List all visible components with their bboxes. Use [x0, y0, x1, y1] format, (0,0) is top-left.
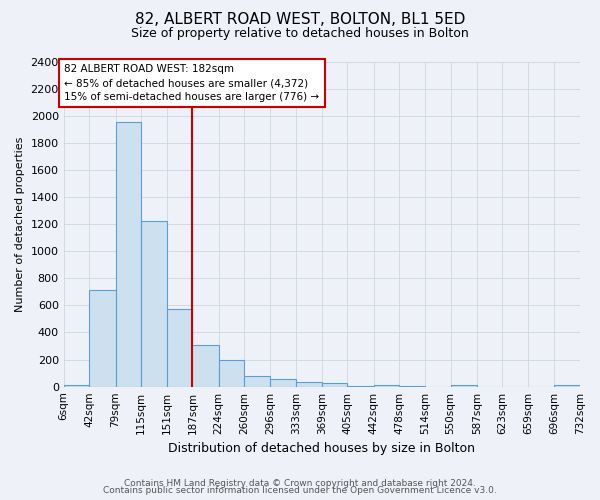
Bar — [167, 309, 193, 386]
Text: Contains public sector information licensed under the Open Government Licence v3: Contains public sector information licen… — [103, 486, 497, 495]
Bar — [451, 384, 477, 386]
Bar — [116, 122, 141, 386]
Bar — [554, 384, 580, 386]
Bar — [270, 379, 296, 386]
Bar — [193, 346, 219, 387]
X-axis label: Distribution of detached houses by size in Bolton: Distribution of detached houses by size … — [169, 442, 475, 455]
Y-axis label: Number of detached properties: Number of detached properties — [15, 136, 25, 312]
Text: Size of property relative to detached houses in Bolton: Size of property relative to detached ho… — [131, 28, 469, 40]
Text: 82 ALBERT ROAD WEST: 182sqm
← 85% of detached houses are smaller (4,372)
15% of : 82 ALBERT ROAD WEST: 182sqm ← 85% of det… — [64, 64, 320, 102]
Bar — [374, 384, 400, 386]
Bar — [322, 382, 347, 386]
Bar — [219, 360, 244, 386]
Text: 82, ALBERT ROAD WEST, BOLTON, BL1 5ED: 82, ALBERT ROAD WEST, BOLTON, BL1 5ED — [135, 12, 465, 28]
Bar — [89, 290, 116, 386]
Bar — [64, 384, 89, 386]
Bar — [296, 382, 322, 386]
Text: Contains HM Land Registry data © Crown copyright and database right 2024.: Contains HM Land Registry data © Crown c… — [124, 478, 476, 488]
Bar — [141, 220, 167, 386]
Bar — [244, 376, 270, 386]
